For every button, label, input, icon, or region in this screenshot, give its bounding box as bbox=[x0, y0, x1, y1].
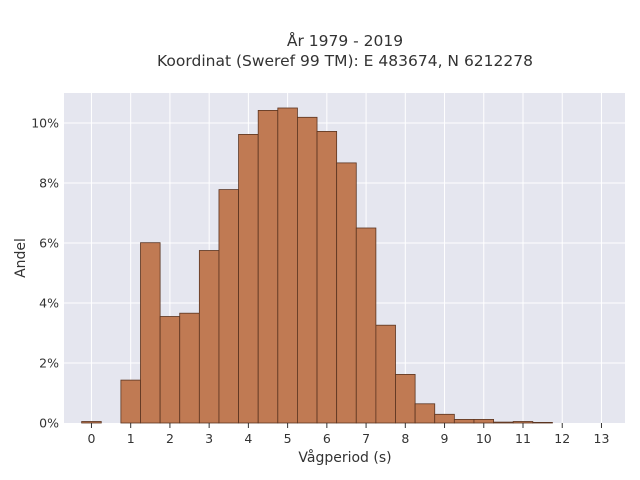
histogram-bar bbox=[179, 312, 200, 424]
histogram-bar bbox=[473, 418, 494, 424]
histogram-bar bbox=[140, 242, 161, 424]
x-tick-label: 3 bbox=[205, 431, 213, 446]
x-tick-label: 5 bbox=[284, 431, 292, 446]
histogram-bar bbox=[493, 421, 514, 424]
histogram-bar bbox=[512, 421, 534, 424]
histogram-bar bbox=[355, 227, 377, 424]
y-axis-ticks: 0% 2% 4% 6% 8% 10% bbox=[31, 116, 59, 431]
histogram-bar bbox=[453, 418, 475, 424]
histogram-bar bbox=[218, 189, 239, 424]
histogram-bar bbox=[120, 379, 141, 424]
histogram-bars bbox=[81, 107, 553, 424]
y-tick-label: 6% bbox=[39, 236, 59, 251]
x-tick-label: 9 bbox=[441, 431, 449, 446]
y-tick-label: 10% bbox=[31, 116, 59, 131]
x-tick-label: 8 bbox=[401, 431, 409, 446]
y-tick-label: 0% bbox=[39, 416, 59, 431]
x-axis-label: Vågperiod (s) bbox=[298, 449, 391, 466]
histogram-bar bbox=[316, 130, 338, 424]
x-tick-label: 2 bbox=[166, 431, 174, 446]
histogram-bar bbox=[257, 110, 279, 424]
histogram-bar bbox=[414, 403, 436, 424]
histogram-bar bbox=[434, 413, 455, 424]
histogram-bar bbox=[81, 421, 102, 424]
x-tick-label: 4 bbox=[244, 431, 252, 446]
histogram-bar bbox=[395, 373, 416, 424]
y-tick-label: 8% bbox=[39, 176, 59, 191]
histogram-bar bbox=[198, 250, 220, 424]
x-tick-label: 13 bbox=[594, 431, 610, 446]
x-axis-ticks: 0 1 2 3 4 5 6 7 8 9 10 11 12 13 bbox=[87, 423, 609, 446]
histogram-bar bbox=[532, 421, 553, 424]
x-tick-label: 11 bbox=[515, 431, 531, 446]
chart-title-line-2: Koordinat (Sweref 99 TM): E 483674, N 62… bbox=[157, 52, 533, 70]
x-tick-label: 0 bbox=[87, 431, 95, 446]
histogram-bar bbox=[297, 116, 318, 424]
x-tick-label: 7 bbox=[362, 431, 370, 446]
y-axis-label: Andel bbox=[13, 238, 29, 278]
x-tick-label: 6 bbox=[323, 431, 331, 446]
y-tick-label: 4% bbox=[39, 296, 59, 311]
x-tick-label: 12 bbox=[554, 431, 570, 446]
histogram-bar bbox=[238, 133, 259, 424]
x-tick-label: 1 bbox=[127, 431, 135, 446]
histogram-bar bbox=[336, 162, 357, 424]
histogram-bar bbox=[375, 324, 396, 424]
chart-title-line-1: År 1979 - 2019 bbox=[287, 31, 403, 50]
histogram-bar bbox=[277, 107, 298, 424]
histogram-bar bbox=[159, 316, 181, 424]
x-tick-label: 10 bbox=[476, 431, 492, 446]
y-tick-label: 2% bbox=[39, 356, 59, 371]
